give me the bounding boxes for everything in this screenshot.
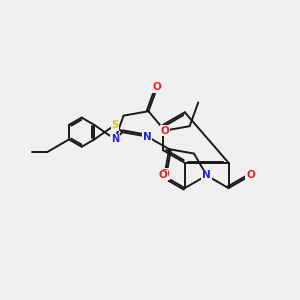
Text: N: N bbox=[202, 170, 211, 181]
Text: N: N bbox=[111, 134, 119, 144]
Text: S: S bbox=[111, 120, 118, 130]
Text: O: O bbox=[160, 126, 169, 136]
Text: O: O bbox=[160, 169, 169, 179]
Text: O: O bbox=[153, 82, 161, 92]
Text: O: O bbox=[246, 170, 255, 181]
Text: O: O bbox=[158, 170, 167, 181]
Text: N: N bbox=[143, 132, 152, 142]
